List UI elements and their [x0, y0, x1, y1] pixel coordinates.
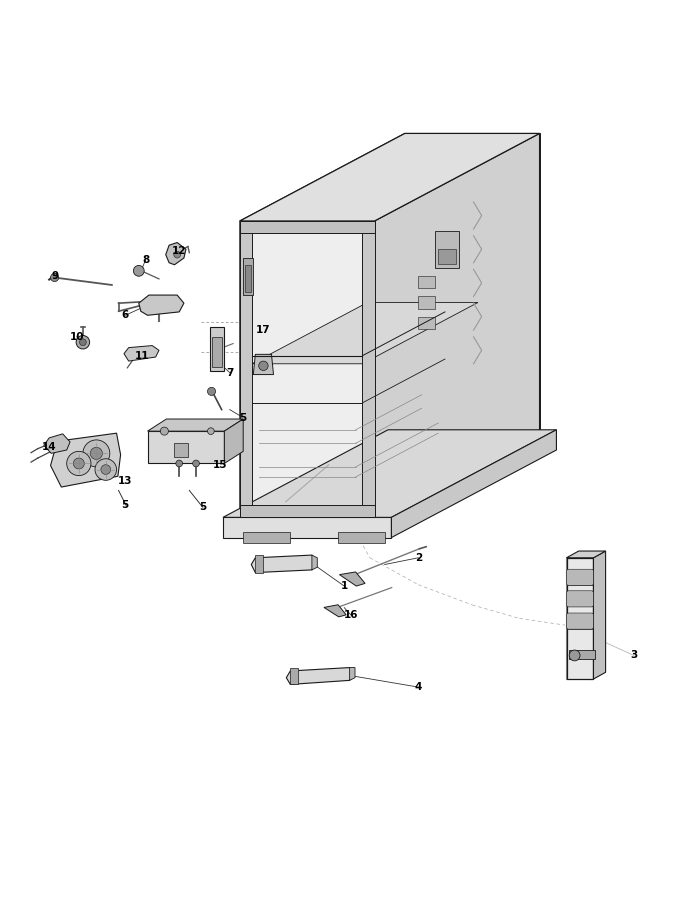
Circle shape [176, 460, 182, 467]
Text: 1: 1 [341, 581, 348, 591]
Polygon shape [375, 133, 539, 518]
Polygon shape [286, 668, 354, 684]
Text: 7: 7 [226, 367, 234, 377]
Text: 11: 11 [135, 351, 149, 361]
Circle shape [174, 251, 180, 258]
Text: 9: 9 [51, 271, 58, 281]
Circle shape [134, 266, 144, 276]
Polygon shape [240, 133, 539, 221]
Circle shape [207, 428, 214, 435]
Polygon shape [362, 221, 375, 518]
Circle shape [192, 460, 199, 467]
Polygon shape [350, 668, 355, 680]
Polygon shape [148, 431, 224, 464]
Circle shape [74, 458, 84, 469]
Polygon shape [312, 555, 317, 570]
Polygon shape [252, 302, 478, 364]
FancyBboxPatch shape [566, 613, 593, 629]
Polygon shape [148, 419, 243, 431]
Polygon shape [243, 258, 253, 295]
Text: 12: 12 [172, 247, 186, 256]
Text: 5: 5 [240, 413, 247, 423]
Polygon shape [392, 430, 556, 537]
Polygon shape [240, 221, 375, 233]
Polygon shape [568, 570, 592, 585]
Text: 14: 14 [42, 442, 57, 452]
Polygon shape [566, 558, 593, 679]
Polygon shape [418, 296, 435, 309]
Text: 5: 5 [122, 500, 129, 510]
Circle shape [67, 451, 91, 475]
Polygon shape [569, 650, 595, 659]
Polygon shape [139, 295, 184, 315]
Polygon shape [338, 532, 385, 543]
Polygon shape [568, 614, 592, 628]
Text: 16: 16 [344, 610, 358, 620]
Polygon shape [223, 430, 556, 518]
Text: 15: 15 [213, 460, 227, 470]
Polygon shape [240, 505, 375, 518]
Circle shape [207, 387, 215, 395]
Polygon shape [240, 221, 252, 518]
Polygon shape [418, 317, 435, 328]
Circle shape [90, 447, 103, 459]
Polygon shape [251, 555, 316, 572]
Circle shape [95, 459, 117, 481]
Polygon shape [243, 532, 290, 543]
Polygon shape [211, 337, 222, 367]
Text: 8: 8 [142, 255, 149, 265]
Circle shape [83, 440, 110, 467]
Polygon shape [51, 433, 121, 487]
Polygon shape [568, 591, 592, 607]
Text: 6: 6 [122, 310, 129, 320]
Polygon shape [124, 346, 159, 361]
Polygon shape [255, 555, 263, 572]
Polygon shape [224, 419, 243, 464]
Polygon shape [324, 605, 346, 617]
Text: 4: 4 [414, 682, 422, 692]
Circle shape [259, 361, 268, 371]
FancyBboxPatch shape [566, 569, 593, 585]
Text: 17: 17 [256, 325, 271, 335]
Circle shape [76, 336, 90, 349]
Polygon shape [223, 518, 392, 537]
Polygon shape [44, 434, 70, 454]
Polygon shape [405, 133, 539, 430]
Polygon shape [566, 551, 605, 558]
Circle shape [161, 428, 169, 436]
Polygon shape [245, 265, 251, 292]
Polygon shape [166, 242, 186, 265]
Circle shape [101, 464, 111, 474]
Circle shape [80, 339, 86, 346]
Polygon shape [418, 276, 435, 288]
Polygon shape [593, 551, 605, 679]
Circle shape [569, 650, 580, 661]
Polygon shape [290, 668, 298, 684]
Polygon shape [435, 231, 459, 268]
Polygon shape [340, 572, 365, 586]
Polygon shape [209, 327, 224, 371]
Text: 5: 5 [199, 502, 207, 512]
Text: 13: 13 [118, 476, 132, 486]
Text: 3: 3 [630, 651, 637, 661]
Text: 2: 2 [414, 553, 422, 562]
FancyBboxPatch shape [566, 590, 593, 607]
Circle shape [51, 274, 59, 282]
Polygon shape [240, 133, 405, 518]
Polygon shape [174, 444, 188, 456]
Text: 10: 10 [70, 332, 84, 342]
Polygon shape [438, 249, 456, 264]
Polygon shape [253, 355, 273, 374]
